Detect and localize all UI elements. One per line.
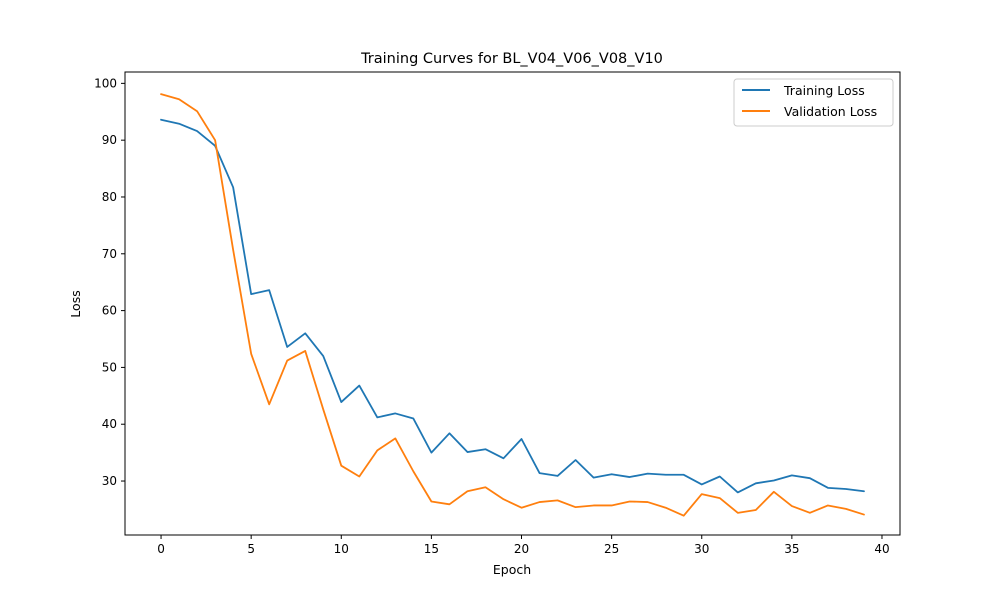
x-tick-label: 20 — [514, 542, 529, 556]
y-tick-label: 100 — [94, 76, 117, 90]
x-tick-label: 25 — [604, 542, 619, 556]
y-tick-label: 70 — [102, 247, 117, 261]
legend: Training Loss Validation Loss — [733, 78, 894, 127]
series-line-validation-loss — [160, 93, 865, 517]
y-tick-label: 90 — [102, 133, 117, 147]
plot-frame — [124, 71, 901, 536]
x-tick-label: 5 — [247, 542, 255, 556]
plot-lines — [160, 93, 865, 517]
y-tick-label: 50 — [102, 360, 117, 374]
x-axis-label: Epoch — [493, 562, 531, 577]
legend-label-validation-loss: Validation Loss — [784, 104, 877, 119]
legend-box — [733, 78, 894, 127]
x-tick-label: 10 — [334, 542, 349, 556]
y-axis-label: Loss — [68, 290, 83, 317]
x-tick-label: 35 — [784, 542, 799, 556]
y-axis: 30 40 50 60 70 80 90 100 — [94, 76, 125, 488]
x-tick-label: 0 — [157, 542, 165, 556]
y-tick-label: 40 — [102, 417, 117, 431]
y-tick-label: 80 — [102, 190, 117, 204]
x-tick-label: 15 — [424, 542, 439, 556]
chart-title: Training Curves for BL_V04_V06_V08_V10 — [360, 51, 663, 67]
x-tick-label: 30 — [694, 542, 709, 556]
y-tick-label: 30 — [102, 474, 117, 488]
y-tick-label: 60 — [102, 304, 117, 318]
legend-label-training-loss: Training Loss — [783, 83, 865, 98]
x-tick-label: 40 — [874, 542, 889, 556]
series-line-training-loss — [160, 118, 865, 494]
x-axis: 0 5 10 15 20 25 30 35 40 — [157, 535, 890, 556]
